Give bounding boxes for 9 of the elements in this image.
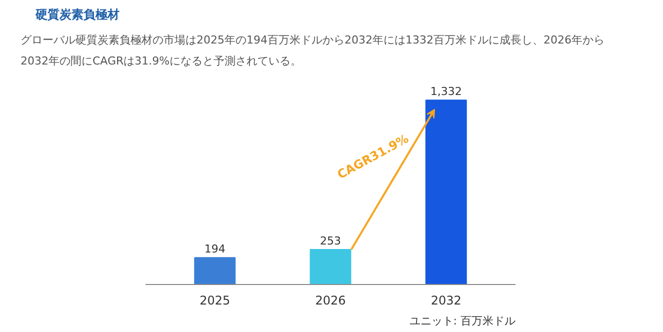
text: ユニット: 百万米ドル (409, 314, 516, 328)
data-label: 194 (204, 242, 226, 256)
chart-title: 硬質炭素負極材 (34, 8, 120, 22)
x-tick-label: 2025 (200, 294, 230, 308)
x-tick-label: 2032 (430, 294, 462, 308)
data-label: 1,332 (430, 85, 462, 98)
x-tick-label: 2026 (315, 294, 346, 308)
chart-subtitle: グローバル硬質炭素負極材の市場は2025年の194百万米ドルから2032年には1332百万米ドルに成長し、2026年から2032年の間にCAGRは31.9%になると予測されている。 (20, 34, 604, 68)
data-label: 253 (320, 234, 341, 248)
